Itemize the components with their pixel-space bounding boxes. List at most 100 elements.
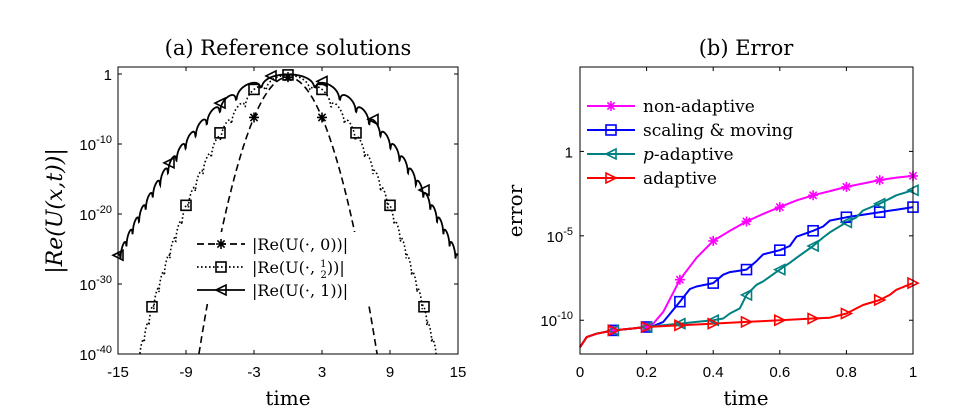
panel-b-marker [707, 277, 720, 289]
panel-b-series [579, 174, 914, 348]
panel-b-xtick-label: 0 [576, 364, 584, 381]
panel-a-marker [417, 183, 430, 197]
panel-a-marker [264, 69, 277, 83]
panel-a-marker [384, 199, 396, 212]
panel-a-series-line [117, 73, 459, 259]
panel-b-marker [873, 206, 886, 218]
panel-b-legend-label: adaptive [643, 169, 717, 189]
panel-a-legend-label: |Re(U(·, 0))| [252, 235, 348, 254]
panel-b-marker [773, 263, 786, 276]
panel-b-legend: non-adaptive scaling & moving p-adaptive ad… [587, 97, 793, 189]
panel-b-axes-box [579, 66, 914, 355]
panel-a-marker [317, 112, 327, 123]
panel-b-marker [740, 263, 753, 276]
panel-b-title: (b) Error [699, 36, 795, 60]
panel-a-xtick-label: 9 [386, 364, 394, 381]
panel-b-marker [607, 324, 621, 337]
panel-a-xtick-label: -9 [179, 364, 192, 381]
panel-b-marker [773, 313, 787, 327]
panel-b-markers [606, 170, 920, 337]
panel-b-marker [640, 320, 654, 334]
panel-a-marker [248, 83, 260, 96]
panel-b-marker [873, 293, 887, 307]
panel-a-marker [162, 156, 175, 170]
panel-b-legend-label: p-adaptive [643, 145, 734, 165]
panel-error: (b) Error 0 0.2 0.4 0.6 0.8 1 10-10 10-5 1 time… [503, 36, 920, 410]
panel-b-marker [608, 325, 619, 336]
panel-a-ytick-label: 10-30 [79, 274, 112, 294]
panel-b-ytick-label: 10-10 [540, 310, 573, 330]
panel-b-marker [840, 307, 854, 320]
panel-a-marker [214, 127, 226, 139]
panel-b-marker [806, 239, 819, 253]
panel-b-marker [808, 190, 819, 201]
panel-b-marker [841, 181, 852, 192]
panel-b-xtick-label: 0.2 [636, 364, 657, 381]
panel-a-marker [213, 96, 226, 110]
panel-b-marker [673, 317, 686, 330]
panel-reference-solutions: (a) Reference solutions -15 -9 -3 3 9 15 10-4… [43, 36, 466, 410]
panel-a-xtick-labels: -15 -9 -3 3 9 15 [107, 364, 466, 381]
panel-b-xtick-label: 0.4 [703, 364, 724, 381]
panel-b-marker [740, 315, 754, 329]
panel-b-xlabel: time [723, 386, 768, 410]
panel-b-ytick-labels: 10-10 10-5 1 [540, 144, 573, 330]
panel-b-legend-label: scaling & moving [643, 121, 793, 141]
panel-a-marker [283, 72, 293, 83]
panel-a-legend: |Re(U(·, 0))| |Re(U(·, 1 2))||Re(U(·, 1))| [190, 232, 380, 304]
panel-b-marker [674, 295, 686, 308]
panel-a-marker [180, 199, 192, 212]
panel-a-marker [418, 300, 430, 313]
panel-a-ytick-label: 10-10 [79, 134, 112, 154]
panel-b-marker [674, 274, 685, 285]
panel-a-xtick-label: 3 [318, 364, 326, 381]
panel-b-series-line [579, 206, 914, 348]
panel-b-marker [807, 312, 820, 325]
panel-a-ytick-label: 10-40 [79, 344, 112, 364]
panel-b-marker [739, 288, 753, 302]
panel-a-ytick-label: 1 [104, 67, 112, 84]
panel-b-marker [708, 235, 719, 246]
panel-b-xtick-label: 0.6 [769, 364, 790, 381]
panel-b-legend-marker [605, 124, 617, 136]
panel-b-marker [839, 216, 853, 229]
panel-a-ylabel: |Re(U(x,t))| [43, 148, 68, 274]
panel-a-axes-box [117, 66, 459, 355]
panel-b-xtick-label: 0.8 [836, 364, 857, 381]
panel-a-marker [249, 112, 259, 123]
panel-a-marker [350, 127, 362, 139]
panel-a-marker [366, 113, 379, 126]
panel-b-ylabel: error [503, 184, 527, 237]
panel-b-marker [874, 175, 885, 186]
panel-a-title: (a) Reference solutions [165, 36, 412, 60]
panel-a-marker [315, 75, 328, 88]
panel-b-legend-marker [605, 171, 618, 185]
panel-b-series-line [579, 282, 914, 348]
panel-a-xtick-label: 15 [450, 364, 467, 381]
panel-b-legend-marker [604, 147, 617, 161]
panel-a-legend-marker [216, 239, 226, 249]
panel-b-marker [706, 313, 720, 327]
panel-a-ytick-labels: 10-40 10-30 10-20 10-10 1 [79, 67, 112, 364]
panel-a-ticks [117, 67, 459, 355]
panel-a-marker [146, 300, 158, 313]
panel-b-legend-label: non-adaptive [643, 97, 755, 117]
panel-b-xtick-labels: 0 0.2 0.4 0.6 0.8 1 [576, 364, 917, 381]
panel-a-series [117, 73, 459, 355]
panel-a-xtick-label: -15 [107, 364, 129, 381]
panel-b-marker [741, 216, 752, 227]
panel-a-legend-marker [215, 261, 227, 273]
panel-a-series-line [139, 74, 437, 354]
panel-a-ytick-label: 10-20 [79, 204, 112, 224]
panel-b-marker [774, 202, 785, 213]
panel-b-ytick-label: 1 [565, 144, 573, 161]
panel-a-legend-marker [214, 283, 227, 297]
panel-a-xtick-label: -3 [247, 364, 260, 381]
panel-b-marker [674, 319, 687, 332]
panel-b-legend-marker [606, 101, 616, 111]
panel-a-series-line [198, 76, 378, 355]
panel-a-legend-label: |Re(U(·, 1 2))| [252, 258, 345, 281]
panel-a-legend-label: |Re(U(·, 1))| [252, 281, 348, 300]
panel-b-xtick-label: 1 [909, 364, 917, 381]
panel-b-marker [807, 224, 819, 237]
